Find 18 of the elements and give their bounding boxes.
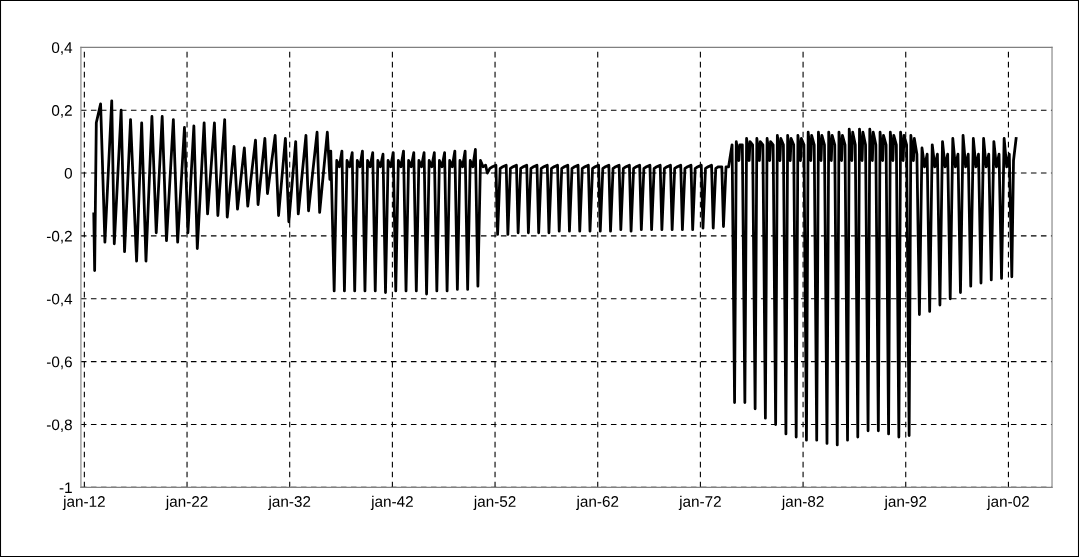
y-tick-label: -0,2 <box>46 230 72 244</box>
x-tick-label: jan-92 <box>884 495 927 510</box>
y-tick-label: -0,4 <box>46 293 73 307</box>
y-tick-label: 0 <box>64 167 72 179</box>
x-tick-label: jan-82 <box>781 495 824 510</box>
x-tick-label: jan-22 <box>165 495 208 510</box>
x-tick-label: jan-42 <box>370 495 413 510</box>
y-tick-label: 0,2 <box>51 105 72 118</box>
y-tick-label: -0,8 <box>46 419 72 432</box>
y-tick-label: 0,4 <box>51 42 73 55</box>
x-tick-label: jan-32 <box>268 495 311 510</box>
x-tick-label: jan-12 <box>62 495 105 510</box>
x-tick-label: jan-52 <box>473 495 516 510</box>
x-tick-label: jan-02 <box>986 495 1029 510</box>
y-tick-label: -0,6 <box>46 356 72 370</box>
x-tick-label: jan-62 <box>576 495 619 510</box>
y-tick-label: -1 <box>59 482 72 493</box>
x-tick-label: jan-72 <box>678 495 721 510</box>
